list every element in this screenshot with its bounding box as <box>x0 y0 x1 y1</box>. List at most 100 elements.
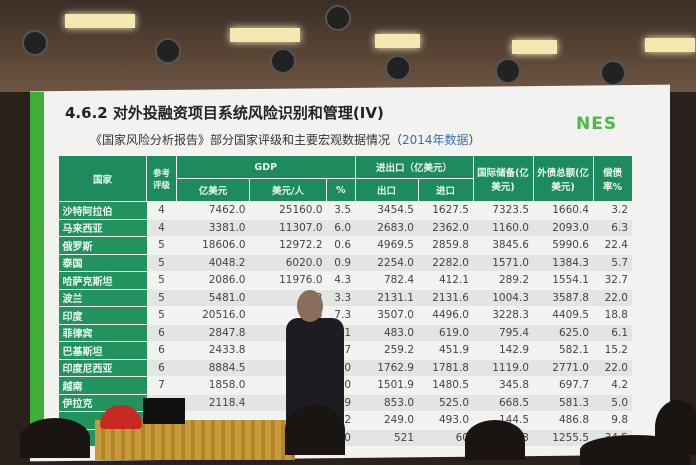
cell-gdp-growth: 0.6 <box>326 236 355 255</box>
cell-rating: 5 <box>146 236 177 255</box>
spotlight <box>270 48 296 74</box>
cell-export: 4969.5 <box>355 236 418 255</box>
ceiling-light <box>230 28 300 42</box>
cell-debt-ratio: 5.0 <box>593 394 632 412</box>
cell-debt: 581.3 <box>533 394 593 412</box>
header-gdp: GDP <box>176 155 356 179</box>
header-debt-ratio: 偿债率% <box>592 155 633 202</box>
subheader-export: 出口 <box>354 178 419 202</box>
cell-gdp-per: 12972.2 <box>249 236 327 255</box>
cell-gdp-growth: 6.0 <box>326 219 355 237</box>
cell-export: 782.4 <box>355 271 418 290</box>
subtitle-text: 《国家风险分析报告》部分国家评级和主要宏观数据情况（ <box>90 133 403 147</box>
header-debt: 外债总额(亿美元) <box>532 155 594 202</box>
subheader-gdp-per: 美元/人 <box>249 178 327 202</box>
cell-import: 2282.0 <box>418 254 473 272</box>
ceiling-light <box>645 38 695 52</box>
table-row: 印度520516.0167.33507.04496.03228.34409.51… <box>58 306 632 325</box>
cell-debt-ratio: 5.7 <box>593 254 632 272</box>
subtitle-end: ） <box>468 133 481 147</box>
slide-subtitle: 《国家风险分析报告》部分国家评级和主要宏观数据情况（2014年数据） <box>90 131 481 148</box>
cell-gdp-growth: 0.9 <box>326 254 355 272</box>
cell-debt: 486.8 <box>533 411 593 430</box>
audience-head <box>465 420 525 460</box>
cell-import: 619.0 <box>418 324 473 342</box>
cell-country: 波兰 <box>58 289 147 307</box>
cell-country: 越南 <box>58 376 147 395</box>
cell-reserves: 345.8 <box>473 376 533 395</box>
cell-debt: 2093.0 <box>533 219 593 237</box>
cell-debt-ratio: 4.2 <box>593 376 632 395</box>
cell-import: 2859.8 <box>418 236 473 255</box>
nes-logo: NES <box>576 114 618 134</box>
cell-export: 3507.0 <box>355 306 418 325</box>
subheader-gdp-total: 亿美元 <box>176 178 250 202</box>
cell-debt-ratio: 3.2 <box>593 201 632 220</box>
cell-debt: 5990.6 <box>533 236 593 255</box>
cell-debt-ratio: 22.4 <box>593 236 632 255</box>
cell-debt-ratio: 15.2 <box>593 341 632 360</box>
cell-debt: 4409.5 <box>533 306 593 325</box>
cell-import: 4496.0 <box>418 306 473 325</box>
cell-export: 3454.5 <box>355 201 418 220</box>
cell-reserves: 289.2 <box>473 271 533 290</box>
header-reserves: 国际储备(亿美元) <box>472 155 534 202</box>
table-row: 俄罗斯 5 18606.0 12972.2 0.6 4969.5 2859.8 3845.6 5… <box>58 236 632 255</box>
table-row: 沙特阿拉伯 4 7462.0 25160.0 3.5 3454.5 1627.5 7323.5… <box>58 201 632 220</box>
cell-rating: 5 <box>146 271 177 290</box>
subtitle-year: 2014年数据 <box>402 133 469 147</box>
cell-gdp-total: 2433.8 <box>176 341 250 360</box>
cell-import: 60 <box>418 429 473 447</box>
cell-debt: 697.7 <box>533 376 593 395</box>
cell-reserves: 668.5 <box>473 394 533 412</box>
cell-reserves: 3228.3 <box>473 306 533 325</box>
table-row: 波兰55481.01423.32131.12131.61004.33587.82… <box>58 289 632 307</box>
cell-gdp-growth: 3.5 <box>326 201 355 220</box>
cell-country: 印度 <box>58 306 147 325</box>
cell-reserves: 3845.6 <box>473 236 533 255</box>
cell-gdp-total: 2118.4 <box>176 394 250 412</box>
cell-country: 泰国 <box>58 254 147 272</box>
red-hat <box>100 405 142 429</box>
cell-country: 菲律宾 <box>58 324 147 342</box>
cell-debt: 2771.0 <box>533 359 593 377</box>
cell-gdp-total: 5481.0 <box>176 289 250 307</box>
cell-gdp-growth: 4.3 <box>326 271 355 290</box>
cell-gdp-total: 8884.5 <box>176 359 250 377</box>
cell-export: 483.0 <box>355 324 418 342</box>
cell-debt: 582.1 <box>533 341 593 360</box>
cell-rating: 7 <box>146 376 177 395</box>
cell-debt: 3587.8 <box>533 289 593 307</box>
subheader-gdp-growth: % <box>326 178 356 202</box>
cell-rating: 6 <box>146 341 177 360</box>
audience-head <box>20 418 90 458</box>
cell-country: 哈萨克斯坦 <box>58 271 147 290</box>
cell-gdp-per: 25160.0 <box>249 201 327 220</box>
cell-import: 451.9 <box>418 341 473 360</box>
cell-debt: 625.0 <box>533 324 593 342</box>
cell-country: 巴基斯坦 <box>58 341 147 360</box>
cell-country: 沙特阿拉伯 <box>58 201 147 220</box>
cell-import: 1480.5 <box>418 376 473 395</box>
cell-reserves: 7323.5 <box>473 201 533 220</box>
table-row: 印度尼西亚68884.535.01762.91781.81119.02771.0… <box>58 359 632 377</box>
laptop <box>143 398 185 424</box>
cell-reserves: 142.9 <box>473 341 533 360</box>
audience-head <box>285 405 345 455</box>
audience-head <box>655 400 696 455</box>
country-data-table: 国家 参考评级 GDP 进出口（亿美元） 国际储备(亿美元) 外债总额(亿美元)… <box>58 155 633 447</box>
ceiling-light <box>375 34 420 48</box>
cell-export: 853.0 <box>355 394 418 412</box>
cell-reserves: 1571.0 <box>473 254 533 272</box>
cell-gdp-total: 1858.0 <box>176 376 250 395</box>
cell-gdp-total: 3381.0 <box>176 219 250 237</box>
ceiling-light <box>512 40 557 54</box>
spotlight <box>325 5 351 31</box>
cell-gdp-total: 2847.8 <box>176 324 250 342</box>
cell-import: 2362.0 <box>418 219 473 237</box>
cell-gdp-total: 7462.0 <box>176 201 250 220</box>
cell-debt: 1660.4 <box>533 201 593 220</box>
cell-debt-ratio: 6.1 <box>593 324 632 342</box>
cell-gdp-per: 11307.0 <box>249 219 327 237</box>
